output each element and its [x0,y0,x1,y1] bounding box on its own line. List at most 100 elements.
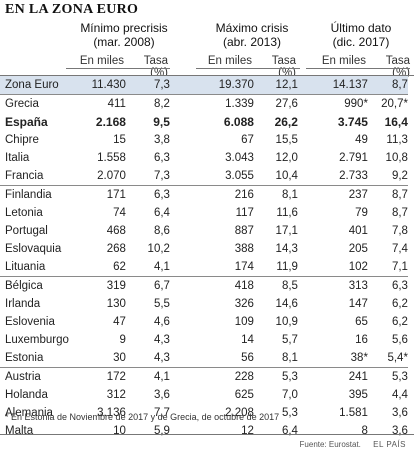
miles-cell: 2.791 [339,152,368,164]
miles-cell: 10 [113,425,126,437]
miles-cell: 130 [106,298,126,310]
miles-cell: 117 [235,207,254,219]
miles-cell: 171 [68,185,126,204]
miles-cell: 411 [68,94,126,113]
chart-title: EN LA ZONA EURO [5,2,139,17]
tasa-cell: 6,2 [391,316,408,328]
table-row: Chipre 15 3,8 67 15,5 49 11,3 [0,131,408,149]
miles-cell: 2.168 [95,115,126,129]
tasa-cell: 4,6 [153,316,170,328]
miles-cell: 625 [234,389,254,401]
miles-cell: 326 [234,298,254,310]
country-cell: Lituania [5,261,46,273]
tasa-cell: 10,9 [275,316,298,328]
table-row: Letonia 74 6,4 117 11,6 79 8,7 [0,204,408,222]
tasa-cell: 4,3 [153,352,170,364]
tasa-cell: 27,6 [253,94,298,113]
table-row: Eslovaquia 268 10,2 388 14,3 205 7,4 [0,240,408,258]
tasa-cell: 9,2 [391,170,408,182]
table-row: España 2.168 9,5 6.088 26,2 3.745 16,4 [0,113,408,131]
country-cell: Alemania [5,407,53,419]
subheader-miles: En miles [321,55,366,67]
miles-cell: 6.088 [223,115,254,129]
country-cell: Francia [5,170,44,182]
miles-cell: 12 [241,425,254,437]
tasa-cell: 6,3 [125,185,170,204]
miles-cell: 241 [297,367,368,386]
country-cell: Portugal [5,225,48,237]
source-line: Fuente: Eurostat. EL PAÍS [300,440,406,449]
miles-cell: 313 [297,276,368,295]
tasa-cell: 5,3 [281,407,298,419]
tasa-cell: 12,1 [253,76,298,95]
miles-cell: 19.370 [169,76,254,95]
tasa-cell: 14,3 [275,243,298,255]
tasa-cell: 7,7 [153,407,170,419]
tasa-cell: 11,6 [276,207,298,219]
column-header-line: Último dato [330,21,392,35]
country-cell: Bélgica [0,276,69,295]
table-row: Grecia 411 8,2 1.339 27,6 990* 20,7* [0,94,408,113]
miles-cell: 67 [241,134,254,146]
tasa-cell: 3,6 [391,407,408,419]
tasa-cell: 5,7 [281,334,298,346]
country-cell: Letonia [5,207,43,219]
footnote: * En Estonia de Noviembre de 2017 y de G… [5,412,280,422]
miles-cell: 1.339 [169,94,254,113]
tasa-cell: 7,0 [281,389,298,401]
miles-cell: 62 [113,261,126,273]
country-cell: Austria [0,367,69,386]
column-header-crisis: Máximo crisis (abr. 2013) [192,21,312,49]
column-header-latest: Último dato (dic. 2017) [301,21,414,49]
subheader-miles: En miles [207,55,252,67]
tasa-cell: 8,1 [253,185,298,204]
country-cell: España [5,115,48,129]
miles-cell: 388 [234,243,254,255]
tasa-cell: 6,3 [367,276,408,295]
tasa-cell: 9,5 [153,115,170,129]
miles-cell: 401 [348,225,368,237]
country-cell: Eslovaquia [5,243,62,255]
miles-cell: 47 [113,316,126,328]
tasa-cell: 8,7 [367,76,408,95]
tasa-cell: 14,6 [275,298,298,310]
table-row: Francia 2.070 7,3 3.055 10,4 2.733 9,2 [0,167,408,186]
tasa-cell: 7,1 [391,261,408,273]
miles-cell: 30 [113,352,126,364]
tasa-cell: 5,3 [253,367,298,386]
country-cell: Eslovenia [5,316,55,328]
tasa-cell: 3,8 [153,134,170,146]
tasa-cell: 6,7 [125,276,170,295]
tasa-cell: 4,1 [125,367,170,386]
header-underline [196,68,300,69]
miles-cell: 319 [68,276,126,295]
unemployment-table: Zona Euro 11.430 7,3 19.370 12,1 14.137 8,7 Gre… [0,76,408,440]
miles-cell: 418 [169,276,254,295]
country-cell: Grecia [0,94,69,113]
tasa-cell: 11,3 [386,134,408,146]
country-cell: Luxemburgo [5,334,69,346]
miles-cell: 2.208 [225,407,254,419]
tasa-cell: 4,3 [153,334,170,346]
miles-cell: 16 [355,334,368,346]
tasa-cell: 5,6 [391,334,408,346]
tasa-cell: 16,4 [384,115,408,129]
tasa-cell: 8,7 [367,185,408,204]
table-row: Italia 1.558 6,3 3.043 12,0 2.791 10,8 [0,149,408,167]
miles-cell: 14.137 [297,76,368,95]
country-cell: Estonia [5,352,44,364]
subheader-miles: En miles [79,55,124,67]
table-row: Irlanda 130 5,5 326 14,6 147 6,2 [0,295,408,313]
table-row: Lituania 62 4,1 174 11,9 102 7,1 [0,258,408,277]
tasa-cell: 12,0 [275,152,298,164]
tasa-cell: 5,5 [153,298,170,310]
tasa-cell: 3,6 [153,389,170,401]
miles-cell: 395 [348,389,368,401]
tasa-cell: 20,7* [367,94,408,113]
table-row: Estonia 30 4,3 56 8,1 38* 5,4* [0,349,408,368]
header-underline [306,68,410,69]
tasa-cell: 10,4 [275,170,298,182]
column-header-precrisis: Mínimo precrisis (mar. 2008) [64,21,184,49]
miles-cell: 216 [169,185,254,204]
table-row: Malta 10 5,9 12 6,4 8 3,6 [0,422,408,440]
